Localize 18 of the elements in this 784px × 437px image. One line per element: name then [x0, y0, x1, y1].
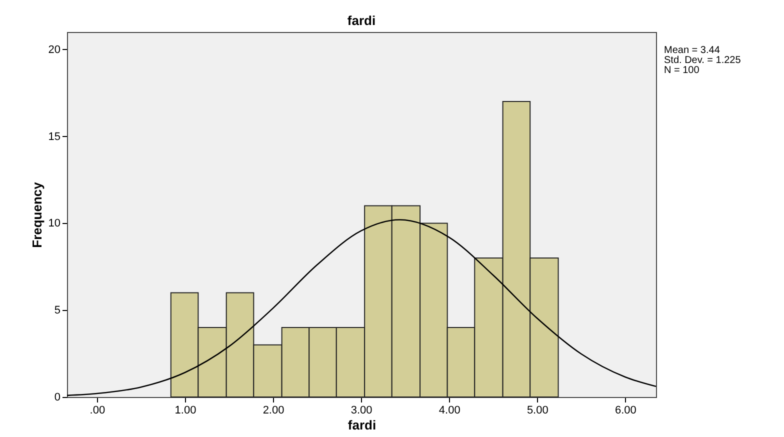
x-tick-label: 4.00: [438, 404, 460, 416]
text: Std. Dev. = 1.225: [664, 55, 742, 66]
y-tick-label: 0: [54, 392, 60, 404]
y-tick-label: 10: [48, 218, 60, 230]
y-tick-label: 5: [54, 304, 60, 317]
x-tick-label: 3.00: [350, 404, 372, 416]
x-tick-label: 5.00: [526, 404, 548, 416]
y-tick-label: 20: [48, 44, 60, 56]
y-tick-label: 15: [48, 130, 60, 143]
x-tick-label: 1.00: [174, 404, 196, 416]
x-tick-label: .00: [90, 404, 106, 416]
x-axis-title: fardi: [348, 418, 376, 432]
x-tick-label: 6.00: [614, 404, 636, 416]
text: N = 100: [664, 65, 700, 76]
text: Mean = 3.44: [664, 45, 720, 56]
chart-title: fardi: [347, 13, 376, 28]
x-tick-label: 2.00: [262, 404, 284, 416]
y-axis-title: Frequency: [29, 181, 44, 248]
